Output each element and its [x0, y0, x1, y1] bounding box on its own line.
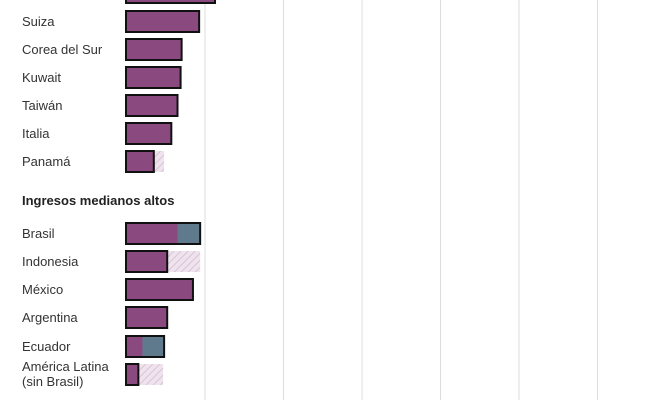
bar-outline [125, 150, 155, 173]
bar-main-segment [126, 67, 181, 88]
category-label: Taiwán [22, 97, 63, 113]
bar-main-segment [126, 39, 182, 60]
bar-hatched-segment [153, 151, 165, 172]
bars [125, 0, 216, 386]
bar-outline [125, 306, 169, 329]
bar-hatched-segment [167, 251, 201, 272]
bar-main-segment [126, 307, 168, 328]
bar-outline [125, 222, 202, 245]
bar-outline [125, 250, 169, 273]
bar-hatched-segment [138, 364, 164, 385]
category-label: México [22, 281, 64, 297]
bar-outline [125, 278, 194, 301]
category-label: Corea del Sur [22, 41, 103, 57]
bar-outline [125, 122, 173, 145]
bar-main-segment [126, 279, 193, 300]
bar-main-segment [126, 123, 172, 144]
bar-main-segment [126, 11, 200, 32]
bar-main-segment [126, 95, 178, 116]
category-label: Argentina [22, 309, 78, 325]
category-label: Italia [22, 125, 50, 141]
bar-outline [125, 38, 183, 61]
category-label: Kuwait [22, 69, 62, 85]
bar-outline [125, 94, 179, 117]
bar-blue-segment [177, 223, 201, 244]
group-title: Ingresos medianos altos [22, 193, 175, 208]
bar-main-segment [126, 223, 178, 244]
bar-main-segment [126, 251, 168, 272]
category-label: Brasil [22, 225, 55, 241]
bar-outline [125, 10, 201, 33]
category-label: Panamá [22, 153, 71, 169]
bar-outline [125, 363, 140, 386]
category-label: América Latina (sin Brasil) [22, 359, 109, 389]
bar-main-segment [126, 364, 139, 385]
bar-outline [125, 335, 166, 358]
category-label: Ecuador [22, 338, 71, 354]
bar-blue-segment [142, 336, 165, 357]
bar-main-segment [126, 151, 154, 172]
bar-outline [125, 66, 182, 89]
gridlines [204, 0, 598, 400]
category-label: Suiza [22, 13, 55, 29]
category-label: Indonesia [22, 253, 79, 269]
bar-cropped-top [125, 0, 216, 4]
bar-main-segment [126, 336, 143, 357]
